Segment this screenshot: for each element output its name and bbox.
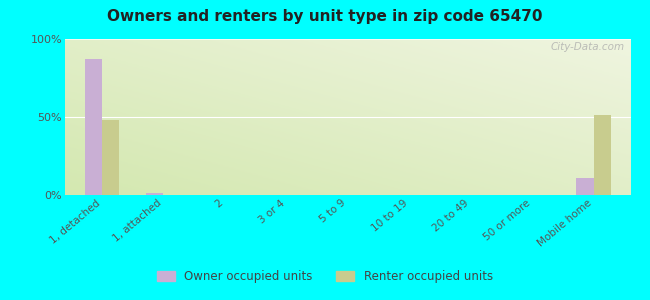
Bar: [146, 194, 163, 195]
Bar: [577, 178, 593, 195]
Text: Owners and renters by unit type in zip code 65470: Owners and renters by unit type in zip c…: [107, 9, 543, 24]
Legend: Owner occupied units, Renter occupied units: Owner occupied units, Renter occupied un…: [153, 266, 497, 288]
Bar: [84, 59, 102, 195]
Bar: [593, 116, 611, 195]
Text: City-Data.com: City-Data.com: [551, 42, 625, 52]
Bar: [102, 120, 119, 195]
